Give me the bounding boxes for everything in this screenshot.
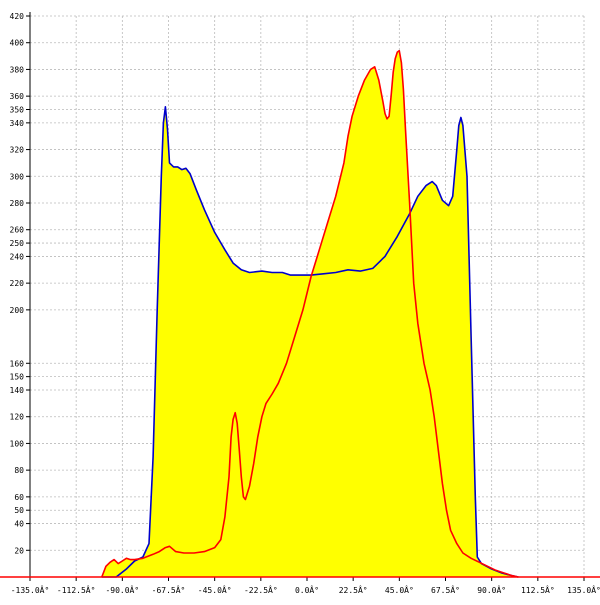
y-tick-label: 150 [10,373,25,382]
y-tick-label: 280 [10,199,25,208]
y-tick-label: 260 [10,226,25,235]
series-lines [101,49,519,578]
y-tick-label: 80 [14,466,24,475]
y-tick-label: 360 [10,92,25,101]
x-tick-labels: -135.0Â° -112.5Â° -90.0Â° -67.5Â° -45.0Â° -22… [11,584,600,595]
y-tick-label: 420 [10,12,25,21]
y-tick-label: 320 [10,146,25,155]
y-tick-labels: 20 40 50 60 80 100 120 140 150 160 200 220 240 250 260… [10,12,25,555]
x-tick-label: 22.5Â° [339,584,368,595]
series-line-1 [101,106,519,578]
y-tick-label: 50 [14,506,24,515]
y-tick-label: 220 [10,279,25,288]
y-tick-label: 100 [10,439,25,448]
y-tick-label: 400 [10,39,25,48]
x-tick-label: -112.5Â° [57,584,96,595]
x-tick-label: 90.0Â° [477,584,506,595]
y-tick-label: 340 [10,119,25,128]
x-tick-label: -90.0Â° [105,584,139,595]
y-tick-label: 120 [10,413,25,422]
y-tick-label: 140 [10,386,25,395]
x-tick-label: 112.5Â° [521,584,555,595]
y-tick-label: 380 [10,65,25,74]
x-tick-label: 0.0Â° [295,584,319,595]
y-tick-label: 20 [14,546,24,555]
x-tick-label: 67.5Â° [431,584,460,595]
x-tick-label: -22.5Â° [244,584,278,595]
y-tick-label: 200 [10,306,25,315]
y-tick-label: 350 [10,106,25,115]
area-fill-series-2 [101,50,519,577]
x-tick-label: 135.0Â° [567,584,600,595]
y-tick-label: 300 [10,172,25,181]
y-tick-label: 250 [10,239,25,248]
y-tick-label: 160 [10,359,25,368]
y-tick-label: 240 [10,252,25,261]
x-tick-label: 45.0Â° [385,584,414,595]
y-tick-label: 40 [14,520,24,529]
y-tick-label: 60 [14,493,24,502]
axes [0,12,600,581]
series-line-2 [101,49,519,578]
area-fill [101,50,519,578]
x-tick-label: -67.5Â° [152,584,186,595]
x-tick-label: -45.0Â° [198,584,232,595]
x-tick-label: -135.0Â° [11,584,50,595]
